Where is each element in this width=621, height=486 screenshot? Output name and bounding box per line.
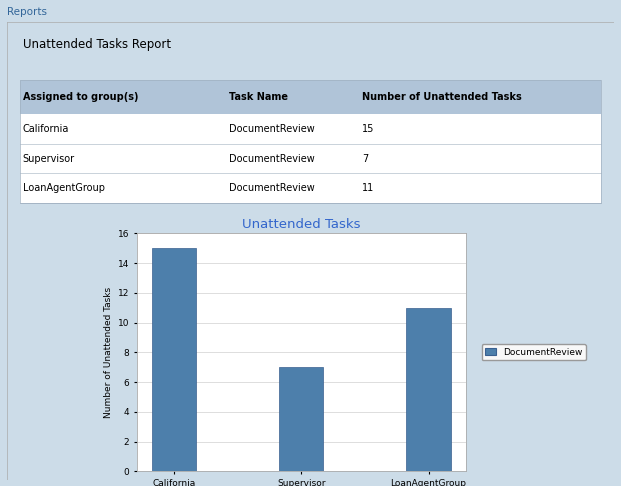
Title: Unattended Tasks: Unattended Tasks (242, 218, 360, 231)
Text: 15: 15 (362, 124, 374, 134)
Text: Supervisor: Supervisor (22, 154, 75, 164)
Text: DocumentReview: DocumentReview (229, 154, 314, 164)
Text: 11: 11 (362, 183, 374, 193)
Text: Task Name: Task Name (229, 92, 288, 102)
Bar (20, 80, 601, 114)
Text: Number of Unattended Tasks: Number of Unattended Tasks (362, 92, 522, 102)
Bar (20, 144, 601, 174)
Bar (406, 308, 451, 471)
Text: Reports: Reports (7, 7, 47, 17)
Bar (152, 248, 196, 471)
Text: 7: 7 (362, 154, 368, 164)
Bar (279, 367, 324, 471)
Bar (20, 114, 601, 144)
Text: DocumentReview: DocumentReview (229, 183, 314, 193)
Legend: DocumentReview: DocumentReview (482, 344, 586, 361)
Y-axis label: Number of Unattended Tasks: Number of Unattended Tasks (104, 287, 113, 418)
Bar (20, 80, 601, 203)
Text: DocumentReview: DocumentReview (229, 124, 314, 134)
Text: LoanAgentGroup: LoanAgentGroup (22, 183, 104, 193)
Text: Assigned to group(s): Assigned to group(s) (22, 92, 138, 102)
Text: Unattended Tasks Report: Unattended Tasks Report (22, 38, 171, 52)
Text: California: California (22, 124, 69, 134)
Bar (20, 174, 601, 203)
